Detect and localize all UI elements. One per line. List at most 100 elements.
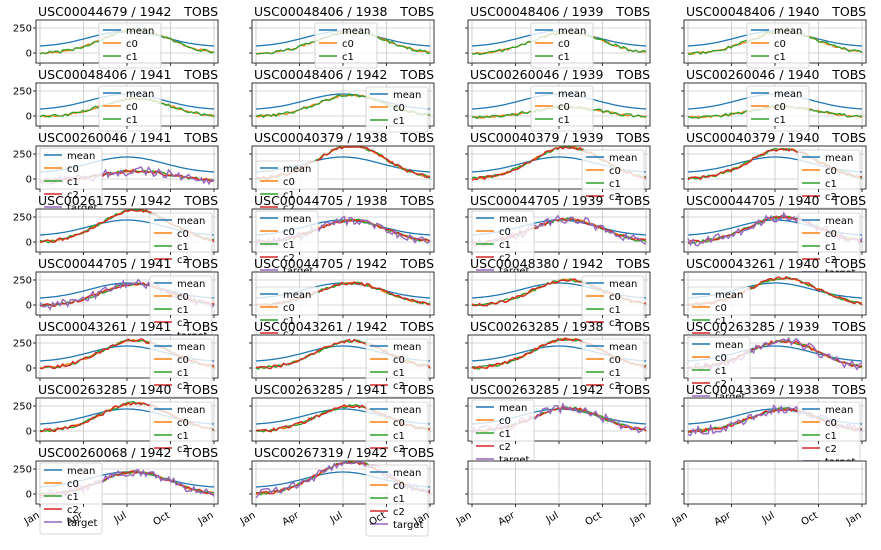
legend-label: mean bbox=[715, 290, 743, 301]
legend-label: mean bbox=[609, 342, 637, 353]
legend-label: mean bbox=[774, 26, 802, 37]
legend-label: mean bbox=[177, 279, 205, 290]
legend-label: c1 bbox=[715, 366, 727, 377]
subplot-element-label: TOBS bbox=[183, 256, 218, 271]
legend: mean c0 c1 bbox=[98, 22, 162, 69]
legend-label: c1 bbox=[67, 492, 79, 503]
legend: mean c0 c1 bbox=[365, 86, 429, 133]
x-tick-label: Oct bbox=[152, 510, 173, 528]
legend-label: c0 bbox=[283, 303, 295, 314]
subplot-title: USC00260046 / 1941 bbox=[38, 130, 171, 145]
y-tick-label: 250 bbox=[13, 150, 32, 161]
x-tick-label: Jan bbox=[238, 510, 258, 528]
legend-label: mean bbox=[825, 405, 853, 416]
x-tick-label: Jul bbox=[760, 510, 777, 526]
subplot: 250 0 mean c0 c1 c2 target USC00260046 / 1941 TO… bbox=[13, 130, 219, 220]
legend-label: mean bbox=[177, 342, 205, 353]
legend: mean c0 c1 c2 bbox=[149, 212, 213, 272]
subplot-element-label: TOBS bbox=[831, 256, 866, 271]
legend-label: c1 bbox=[177, 431, 189, 442]
legend-label: c0 bbox=[774, 102, 786, 113]
legend-label: mean bbox=[393, 90, 421, 101]
legend-label: c0 bbox=[609, 166, 621, 177]
legend-label: mean bbox=[393, 342, 421, 353]
subplot-element-label: TOBS bbox=[399, 319, 434, 334]
legend-label: c0 bbox=[825, 229, 837, 240]
x-tick-label: Jul bbox=[544, 510, 561, 526]
legend-label: c1 bbox=[126, 52, 138, 63]
y-tick-label: 0 bbox=[26, 301, 32, 312]
legend-box bbox=[581, 275, 645, 335]
legend-box bbox=[365, 464, 429, 537]
legend-label: c2 bbox=[825, 255, 837, 266]
legend-label: c2 bbox=[609, 192, 621, 203]
subplot: mean c0 c1 c2 target USC00044705 / 1939 TOBS bbox=[465, 193, 651, 283]
legend-label: c2 bbox=[393, 444, 405, 455]
subplot-element-label: TOBS bbox=[399, 445, 434, 460]
subplot: 250 0 mean c0 c1 USC00048406 / 1941 TOBS bbox=[13, 67, 219, 132]
legend-label: c1 bbox=[283, 316, 295, 327]
legend-label: c2 bbox=[715, 329, 727, 340]
legend-label: c0 bbox=[283, 227, 295, 238]
legend: mean c0 c1 c2 target bbox=[471, 399, 535, 472]
subplot: mean c0 c1 USC00048406 / 1938 TOBS bbox=[249, 4, 435, 69]
subplot: mean c0 c1 c2 target USC00044705 / 1938 TOBS bbox=[249, 193, 435, 283]
subplot: mean c0 c1 USC00260046 / 1940 TOBS bbox=[681, 67, 867, 132]
legend-label: c0 bbox=[177, 418, 189, 429]
subplot-title: USC00260046 / 1940 bbox=[686, 67, 819, 82]
legend-box bbox=[797, 149, 861, 209]
legend-label: mean bbox=[126, 89, 154, 100]
legend-label: mean bbox=[177, 216, 205, 227]
legend: mean c0 c1 bbox=[530, 22, 594, 69]
subplot-element-label: TOBS bbox=[183, 382, 218, 397]
legend-label: c2 bbox=[393, 381, 405, 392]
y-tick-label: 250 bbox=[13, 339, 32, 350]
subplot-title: USC00048406 / 1939 bbox=[470, 4, 603, 19]
subplot-title: USC00043261 / 1940 bbox=[686, 256, 819, 271]
legend-label: c0 bbox=[126, 102, 138, 113]
legend-label: c2 bbox=[609, 381, 621, 392]
subplot-title: USC00043261 / 1941 bbox=[38, 319, 171, 334]
legend-label: mean bbox=[499, 403, 527, 414]
subplot: 2500meanc0c1c2targetUSC00044705 / 1941TO… bbox=[13, 256, 219, 348]
legend: mean c0 c1 c2 bbox=[687, 286, 751, 346]
x-tick-label: Jan bbox=[628, 510, 648, 528]
legend-label: c0 bbox=[715, 303, 727, 314]
legend-label: c2 bbox=[177, 255, 189, 266]
legend-label: target bbox=[499, 455, 529, 466]
x-tick-label: Apr bbox=[497, 510, 518, 529]
legend-label: c2 bbox=[499, 442, 511, 453]
legend-label: c2 bbox=[715, 379, 727, 390]
legend-label: c0 bbox=[825, 418, 837, 429]
legend-label: mean bbox=[558, 89, 586, 100]
x-tick-label: Jan bbox=[670, 510, 690, 528]
legend-label: mean bbox=[67, 466, 95, 477]
legend-box bbox=[581, 338, 645, 398]
subplot: mean c0 c1 c2 target USC00263285 / 1939 TOBS bbox=[681, 319, 867, 409]
legend-label: c0 bbox=[393, 355, 405, 366]
legend-label: c1 bbox=[499, 240, 511, 251]
y-tick-label: 0 bbox=[26, 490, 32, 501]
legend-label: c2 bbox=[283, 253, 295, 264]
subplot-element-label: TOBS bbox=[831, 130, 866, 145]
legend-label: c2 bbox=[283, 203, 295, 214]
legend-label: c2 bbox=[177, 444, 189, 455]
subplot-element-label: TOBS bbox=[615, 382, 650, 397]
legend: mean c0 c1 c2 bbox=[149, 401, 213, 461]
subplot-element-label: TOBS bbox=[831, 4, 866, 19]
subplot-element-label: TOBS bbox=[183, 4, 218, 19]
subplot-title: USC00263285 / 1941 bbox=[254, 382, 387, 397]
legend-box bbox=[39, 462, 103, 535]
legend-box bbox=[365, 401, 429, 461]
subplot: mean c0 c1 c2 USC00040379 / 1940 TOBS bbox=[681, 130, 867, 209]
legend-label: c0 bbox=[126, 39, 138, 50]
legend-label: c0 bbox=[283, 177, 295, 188]
y-tick-label: 0 bbox=[26, 49, 32, 60]
subplot-element-label: TOBS bbox=[183, 67, 218, 82]
x-tick-label: Oct bbox=[800, 510, 821, 528]
legend-label: c2 bbox=[283, 329, 295, 340]
legend: mean c0 c1 c2 bbox=[581, 275, 645, 335]
legend-label: c0 bbox=[342, 39, 354, 50]
